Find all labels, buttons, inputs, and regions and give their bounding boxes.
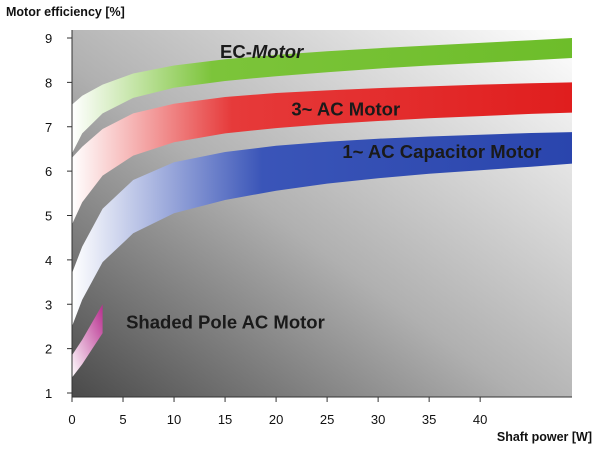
x-tick-label: 25 — [320, 412, 334, 427]
y-axis-ticks: 1 2 3 4 5 6 7 8 9 — [45, 31, 72, 401]
series-area-ec-motor — [72, 38, 572, 154]
x-tick-label: 0 — [68, 412, 75, 427]
x-tick-label: 5 — [119, 412, 126, 427]
x-tick-label: 35 — [422, 412, 436, 427]
x-tick-label: 20 — [269, 412, 283, 427]
y-axis-title: Motor efficiency [%] — [6, 5, 125, 19]
series-area-3-ac-motor — [72, 82, 572, 225]
y-tick-label: 2 — [45, 342, 52, 357]
x-axis-title: Shaft power [W] — [497, 430, 592, 444]
y-tick-label: 9 — [45, 31, 52, 46]
y-tick-label: 3 — [45, 297, 52, 312]
series-label-ec-motor: EC-Motor — [220, 41, 305, 62]
y-tick-label: 6 — [45, 164, 52, 179]
x-tick-label: 15 — [218, 412, 232, 427]
y-tick-label: 8 — [45, 75, 52, 90]
series-label-1-ac-capacitor-motor: 1~ AC Capacitor Motor — [342, 141, 541, 162]
x-tick-label: 10 — [167, 412, 181, 427]
series-labels: EC-Motor 3~ AC Motor 1~ AC Capacitor Motor… — [126, 41, 542, 333]
series-areas — [72, 38, 572, 378]
series-label-3-ac-motor: 3~ AC Motor — [291, 99, 400, 120]
x-tick-label: 30 — [371, 412, 385, 427]
y-tick-label: 1 — [45, 386, 52, 401]
y-tick-label: 7 — [45, 120, 52, 135]
series-area-shaded-pole-ac-motor — [72, 304, 103, 378]
x-axis-ticks: 0 5 10 15 20 25 30 35 40 — [68, 397, 487, 427]
series-area-1-ac-capacitor-motor — [72, 132, 572, 327]
y-tick-label: 4 — [45, 253, 52, 268]
x-tick-label: 40 — [473, 412, 487, 427]
y-tick-label: 5 — [45, 209, 52, 224]
series-label-shaded-pole-ac-motor: Shaded Pole AC Motor — [126, 312, 325, 333]
